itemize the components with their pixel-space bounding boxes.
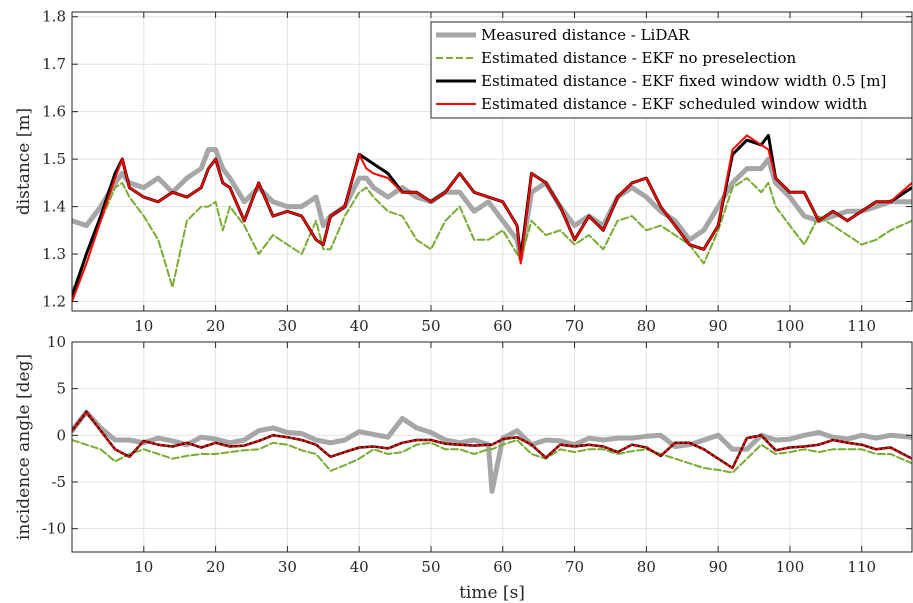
x-tick-label: 20 [206, 317, 225, 335]
x-tick-label: 100 [776, 317, 805, 335]
x-tick-label: 60 [493, 317, 512, 335]
y-tick-label: 5 [56, 380, 66, 398]
x-tick-label: 10 [134, 558, 153, 576]
series-line-2 [72, 177, 912, 293]
y-tick-label: 0 [56, 426, 66, 444]
x-tick-label: 80 [637, 317, 656, 335]
series-line-2 [72, 439, 912, 474]
x-tick-label: 90 [709, 558, 728, 576]
x-axis-label: time [s] [459, 583, 525, 603]
incidence-angle-panel: 10 20 30 40 50 60 70 80 90 100 110 -10 -5 0 5 10 inciden… [14, 333, 913, 603]
x-tick-label: 10 [134, 317, 153, 335]
y-tick-label: 1.7 [42, 55, 66, 73]
legend-entry-label: Estimated distance - EKF no preselection [481, 49, 796, 67]
legend-entry-label: Estimated distance - EKF fixed window wi… [481, 72, 886, 90]
legend: Measured distance - LiDAR Estimated dista… [430, 21, 913, 119]
x-tick-label: 40 [350, 558, 369, 576]
y-tick-label: 1.3 [42, 245, 66, 263]
x-tick-label: 50 [421, 558, 440, 576]
y-tick-label: 1.2 [42, 293, 66, 311]
x-tick-label: 30 [278, 317, 297, 335]
legend-box [430, 21, 913, 119]
x-tick-label: 60 [493, 558, 512, 576]
x-tick-label: 70 [565, 317, 584, 335]
y-tick-label: -10 [42, 520, 66, 538]
series-line-4 [72, 134, 912, 303]
axes-frame [71, 341, 913, 553]
y-axis-label: incidence angle [deg] [14, 354, 34, 540]
y-tick-label: 1.5 [42, 150, 66, 168]
x-tick-label: 90 [709, 317, 728, 335]
y-axis-label: distance [m] [14, 108, 34, 215]
x-tick-label: 50 [421, 317, 440, 335]
axes-frame [71, 11, 913, 312]
legend-entry-label: Estimated distance - EKF scheduled windo… [481, 95, 868, 113]
x-tick-label: 80 [637, 558, 656, 576]
y-tick-label: -5 [51, 473, 66, 491]
y-tick-label: 1.6 [42, 103, 66, 121]
x-tick-label: 30 [278, 558, 297, 576]
x-tick-label: 100 [776, 558, 805, 576]
x-tick-label: 110 [847, 317, 876, 335]
y-tick-label: 1.8 [42, 8, 66, 26]
legend-entry-label: Measured distance - LiDAR [481, 26, 690, 44]
series-line-4 [72, 411, 912, 469]
x-tick-label: 70 [565, 558, 584, 576]
x-tick-label: 110 [847, 558, 876, 576]
x-tick-label: 40 [350, 317, 369, 335]
y-tick-label: 1.4 [42, 198, 66, 216]
series-line-1 [72, 147, 912, 262]
x-tick-label: 20 [206, 558, 225, 576]
y-tick-label: 10 [47, 333, 66, 351]
